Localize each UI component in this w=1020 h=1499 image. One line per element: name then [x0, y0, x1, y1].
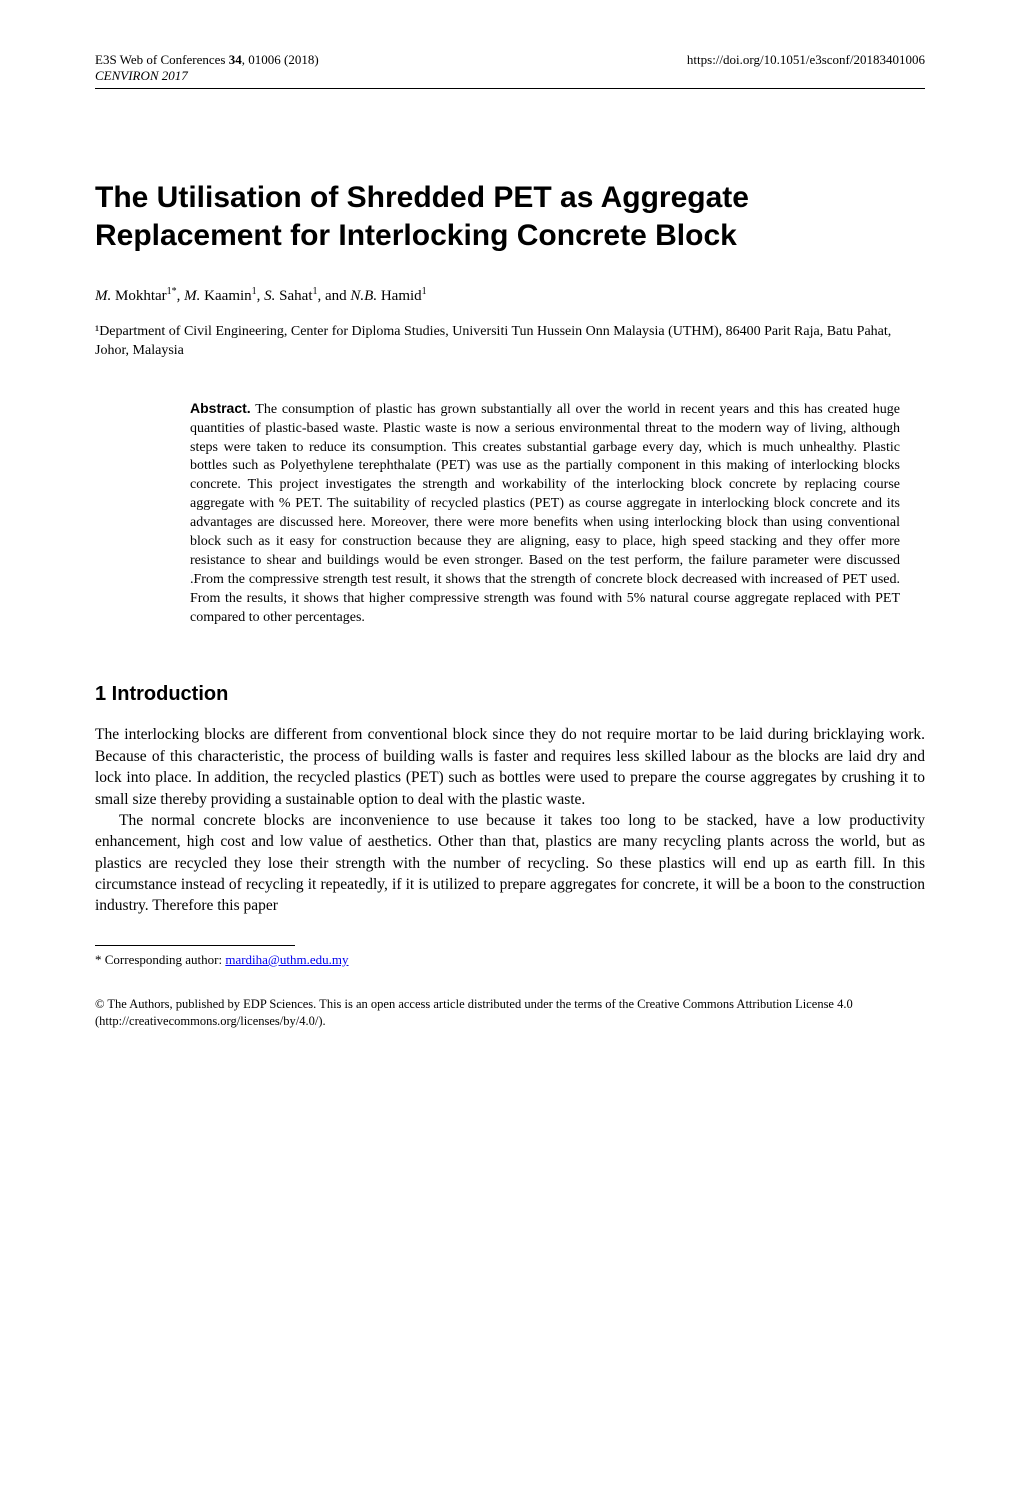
section-1-para-2: The normal concrete blocks are inconveni… [95, 810, 925, 917]
header-volume: 34 [229, 52, 242, 67]
header-doi: https://doi.org/10.1051/e3sconf/20183401… [687, 52, 925, 84]
authors-line: M. Mokhtar1*, M. Kaamin1, S. Sahat1, and… [95, 286, 925, 305]
header-rest: , 01006 (2018) [242, 52, 319, 67]
header-journal: E3S Web of Conferences [95, 52, 229, 67]
footnote: * Corresponding author: mardiha@uthm.edu… [95, 952, 925, 968]
section-1-heading: 1 Introduction [95, 683, 925, 706]
footnote-email-link[interactable]: mardiha@uthm.edu.my [225, 952, 348, 967]
section-1-para-1: The interlocking blocks are different fr… [95, 724, 925, 810]
copyright-notice: © The Authors, published by EDP Sciences… [95, 996, 925, 1030]
abstract-text: The consumption of plastic has grown sub… [190, 402, 900, 625]
footnote-label: * Corresponding author: [95, 952, 225, 967]
footnote-divider [95, 945, 295, 946]
abstract-label: Abstract. [190, 400, 251, 416]
header-conference: CENVIRON 2017 [95, 68, 188, 83]
header-left: E3S Web of Conferences 34, 01006 (2018) … [95, 52, 319, 84]
paper-title: The Utilisation of Shredded PET as Aggre… [95, 179, 925, 254]
affiliation: ¹Department of Civil Engineering, Center… [95, 323, 925, 361]
running-header: E3S Web of Conferences 34, 01006 (2018) … [95, 52, 925, 84]
abstract-block: Abstract. The consumption of plastic has… [190, 399, 900, 628]
header-divider [95, 88, 925, 89]
